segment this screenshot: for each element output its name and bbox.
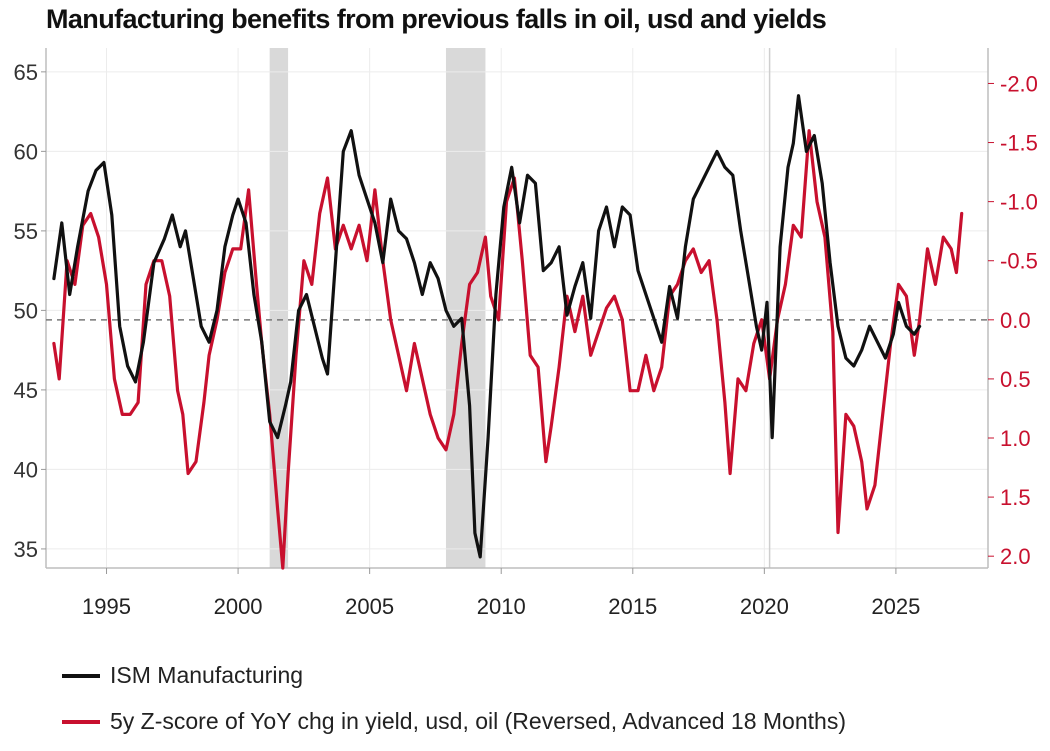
chart-title: Manufacturing benefits from previous fal… [46, 4, 827, 34]
y-left-tick-label-65: 65 [14, 60, 38, 85]
x-tick-label-2010: 2010 [477, 594, 526, 619]
y-right-tick-label-7: -1.5 [1000, 131, 1038, 156]
legend-swatch-ism [62, 673, 100, 678]
y-left-tick-label-40: 40 [14, 457, 38, 482]
recession-band-1 [269, 48, 289, 568]
x-tick-label-2015: 2015 [608, 594, 657, 619]
y-right-tick-label-6: -1.0 [1000, 190, 1038, 215]
y-right-tick-label-2: 1.0 [1000, 426, 1031, 451]
series-lines [46, 94, 988, 570]
legend-item-ism: ISM Manufacturing [62, 662, 303, 689]
series-line-ism [52, 94, 922, 559]
x-tick-label-2000: 2000 [214, 594, 263, 619]
chart-svg: 1995 2000 2005 2010 2015 2020 2025 35 40 45 50 55 60… [14, 48, 1038, 619]
x-tick-label-2020: 2020 [740, 594, 789, 619]
y-right-tick-label-5: -0.5 [1000, 249, 1038, 274]
y-left-tick-label-60: 60 [14, 139, 38, 164]
gridlines [46, 48, 988, 568]
x-tick-label-2005: 2005 [345, 594, 394, 619]
y-right-tick-label-1: 1.5 [1000, 485, 1031, 510]
y-right-tick-label-3: 0.5 [1000, 367, 1031, 392]
y-left-tick-label-45: 45 [14, 378, 38, 403]
legend-swatch-zscore [62, 719, 100, 724]
y-left-tick-label-50: 50 [14, 298, 38, 323]
legend-item-zscore: 5y Z-score of YoY chg in yield, usd, oil… [62, 708, 846, 735]
tick-labels: 1995 2000 2005 2010 2015 2020 2025 35 40 45 50 55 60… [14, 60, 1038, 619]
y-right-tick-label-4: 0.0 [1000, 308, 1031, 333]
x-tick-label-2025: 2025 [871, 594, 920, 619]
legend-label-ism: ISM Manufacturing [110, 662, 304, 688]
x-tick-label-1995: 1995 [82, 594, 131, 619]
legend-label-zscore: 5y Z-score of YoY chg in yield, usd, oil… [110, 708, 846, 734]
axes [41, 48, 994, 574]
y-right-tick-label-0: 2.0 [1000, 544, 1031, 569]
series-line-zscore [52, 129, 964, 570]
recession-bands [269, 48, 486, 568]
y-left-tick-label-35: 35 [14, 537, 38, 562]
y-right-tick-label-8: -2.0 [1000, 71, 1038, 96]
y-left-tick-label-55: 55 [14, 219, 38, 244]
